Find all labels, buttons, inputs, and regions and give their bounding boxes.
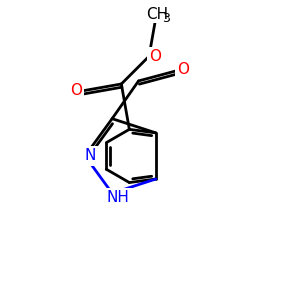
Text: 3: 3	[162, 12, 170, 25]
Text: O: O	[150, 49, 162, 64]
Text: CH: CH	[146, 7, 168, 22]
Text: O: O	[177, 62, 189, 77]
Text: O: O	[70, 83, 82, 98]
Text: NH: NH	[106, 190, 130, 205]
Text: N: N	[85, 148, 96, 164]
